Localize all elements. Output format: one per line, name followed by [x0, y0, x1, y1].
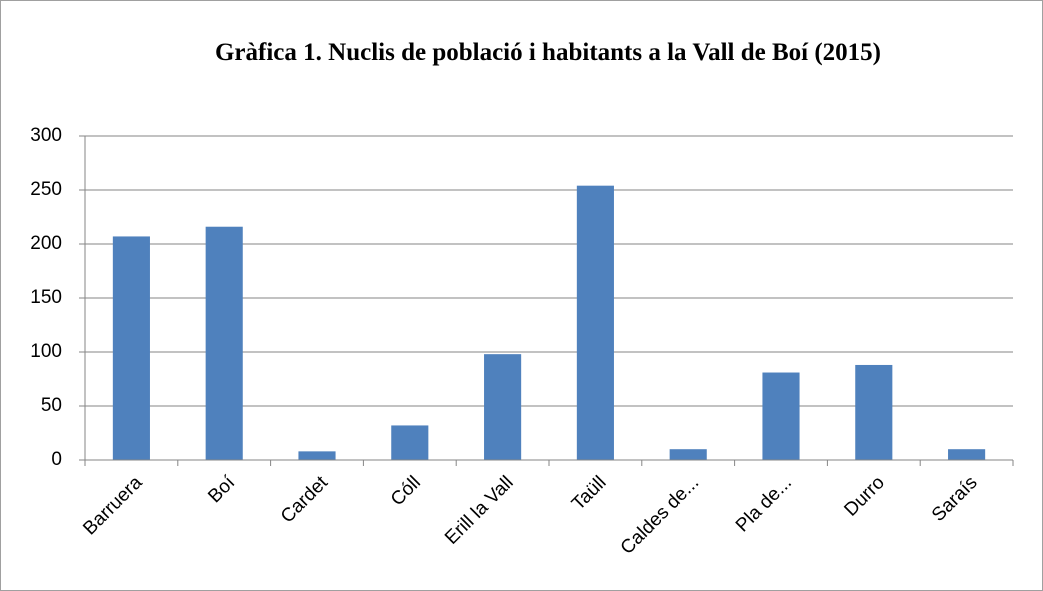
bar — [669, 449, 707, 460]
y-tick-label: 200 — [30, 233, 62, 254]
y-tick-label: 100 — [30, 341, 62, 362]
bar — [112, 236, 150, 460]
bar — [484, 354, 522, 460]
bar — [298, 451, 336, 460]
y-tick-label: 0 — [51, 449, 62, 470]
bar — [948, 449, 986, 460]
y-tick-label: 300 — [30, 125, 62, 146]
bar — [855, 364, 893, 460]
y-tick-label: 50 — [41, 395, 62, 416]
chart-title: Gràfica 1. Nuclis de població i habitant… — [214, 39, 882, 66]
bar — [576, 185, 614, 460]
bar — [762, 372, 800, 460]
bar — [391, 425, 429, 460]
bar — [205, 226, 243, 460]
y-tick-label: 150 — [30, 287, 62, 308]
y-tick-label: 250 — [30, 179, 62, 200]
